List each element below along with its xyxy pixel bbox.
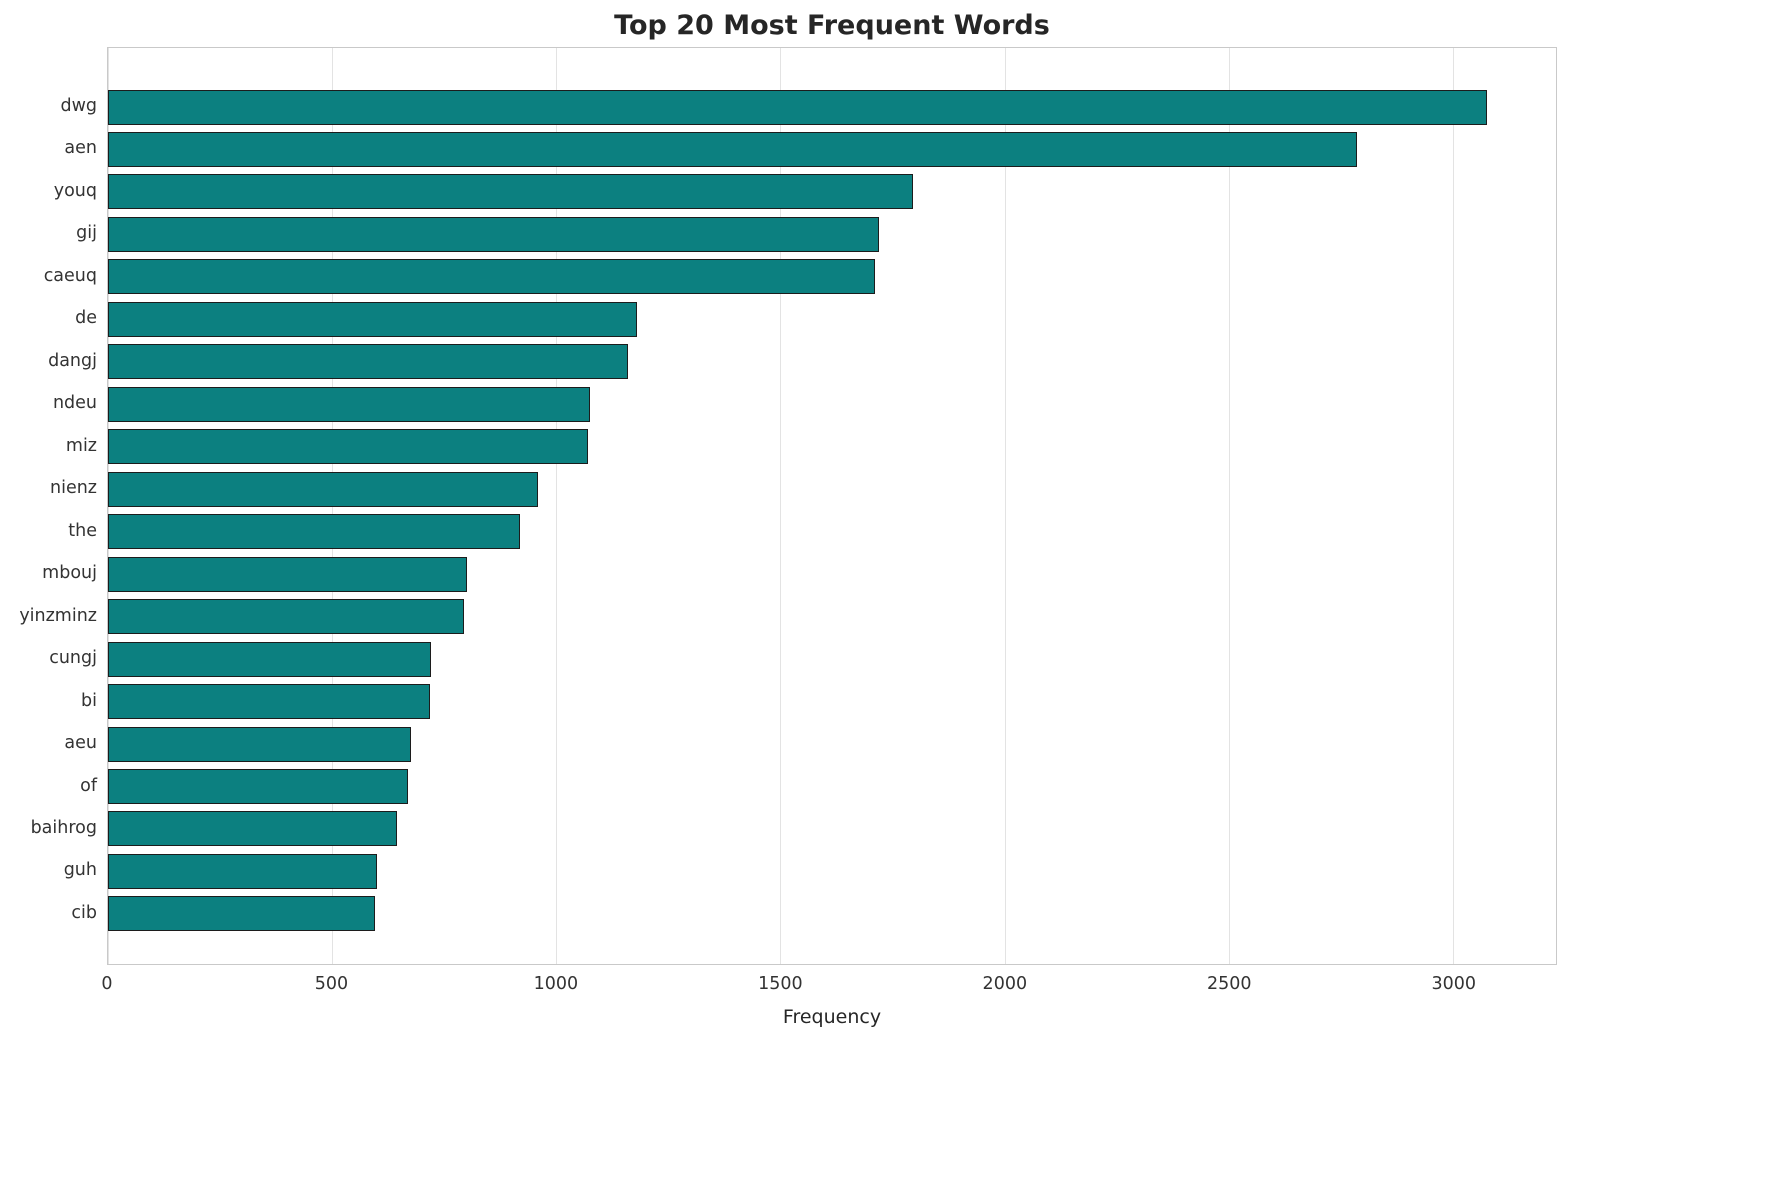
bar-guh (108, 853, 377, 889)
bar-aeu (108, 726, 411, 762)
gridline (780, 48, 782, 964)
y-tick-label-dangj: dangj (48, 350, 97, 371)
bars-layer (108, 48, 1556, 964)
bar-youq (108, 174, 913, 210)
bar-cungj (108, 641, 431, 677)
bar-bi (108, 684, 430, 720)
y-tick-label-mbouj: mbouj (42, 563, 97, 584)
bar-ndeu (108, 386, 590, 422)
chart-title: Top 20 Most Frequent Words (614, 10, 1050, 41)
y-tick-label-of: of (80, 775, 97, 796)
bar-aen (108, 131, 1357, 167)
bar-miz (108, 429, 588, 465)
x-tick-label-2500: 2500 (1207, 974, 1252, 994)
bar-de (108, 301, 637, 337)
y-tick-label-youq: youq (53, 180, 97, 201)
plot-area (107, 47, 1557, 965)
bar-mbouj (108, 556, 467, 592)
x-tick-label-3000: 3000 (1431, 974, 1477, 994)
y-tick-label-caeuq: caeuq (43, 265, 97, 286)
y-tick-label-bi: bi (81, 690, 97, 711)
y-tick-label-yinzminz: yinzminz (19, 605, 97, 626)
x-tick-label-500: 500 (314, 974, 349, 994)
bar-dwg (108, 89, 1487, 125)
y-tick-label-dwg: dwg (60, 96, 97, 116)
bar-the (108, 514, 521, 550)
bar-of (108, 769, 409, 805)
y-tick-label-cib: cib (71, 902, 97, 923)
bar-yinzminz (108, 599, 465, 635)
bar-baihrog (108, 811, 398, 847)
x-tick-label-1500: 1500 (758, 974, 803, 994)
x-tick-label-1000: 1000 (533, 974, 579, 994)
y-tick-label-miz: miz (65, 435, 97, 456)
y-tick-label-the: the (68, 520, 97, 541)
y-tick-label-de: de (75, 308, 97, 329)
gridline (1004, 48, 1006, 964)
x-tick-label-2000: 2000 (982, 974, 1028, 994)
y-tick-label-cungj: cungj (49, 648, 97, 669)
bar-nienz (108, 471, 539, 507)
y-tick-label-nienz: nienz (50, 478, 97, 499)
y-tick-label-ndeu: ndeu (52, 393, 97, 414)
bar-dangj (108, 344, 629, 380)
y-tick-label-aeu: aeu (64, 733, 97, 754)
bar-caeuq (108, 259, 875, 295)
y-tick-label-guh: guh (63, 860, 97, 881)
y-tick-label-baihrog: baihrog (30, 817, 97, 838)
gridline (1452, 48, 1454, 964)
bar-cib (108, 896, 375, 932)
y-tick-label-aen: aen (64, 138, 97, 159)
gridline (556, 48, 558, 964)
y-tick-label-gij: gij (76, 223, 97, 244)
bar-gij (108, 216, 880, 252)
gridline (1228, 48, 1230, 964)
x-tick-label-0: 0 (101, 974, 113, 994)
x-axis-title: Frequency (782, 1006, 882, 1028)
